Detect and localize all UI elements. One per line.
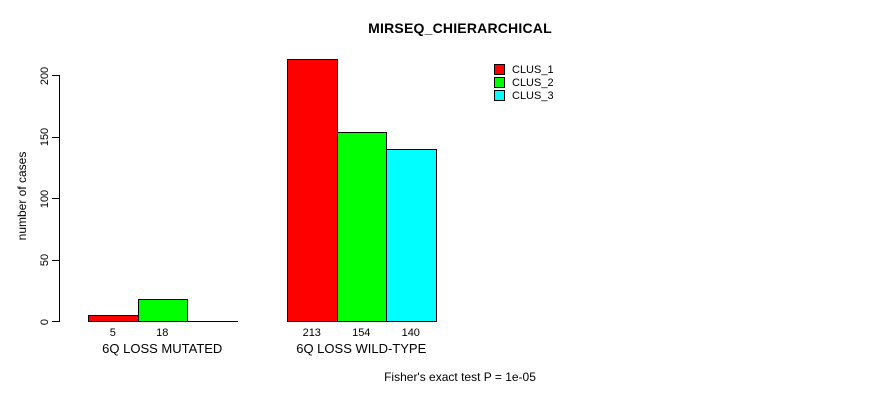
- legend-swatch-icon: [494, 90, 505, 101]
- legend-swatch-icon: [494, 64, 505, 75]
- y-axis-tick: [52, 321, 60, 322]
- category-label: 6Q LOSS MUTATED: [102, 341, 223, 356]
- y-axis-tick-label: 0: [39, 318, 51, 325]
- legend-label: CLUS_2: [512, 76, 554, 89]
- legend: CLUS_1 CLUS_2 CLUS_3: [494, 63, 554, 102]
- category-label: 6Q LOSS WILD-TYPE: [296, 341, 427, 356]
- bar-value-label: 18: [156, 327, 169, 339]
- legend-label: CLUS_3: [512, 89, 554, 102]
- y-axis-tick: [52, 198, 60, 199]
- bar-clus_3: [386, 148, 437, 322]
- bar-clus_2: [336, 131, 387, 322]
- legend-entry-clus_2: CLUS_2: [494, 76, 554, 89]
- y-axis-tick-label: 50: [39, 253, 51, 267]
- y-axis-label: number of cases: [15, 151, 29, 241]
- legend-entry-clus_3: CLUS_3: [494, 89, 554, 102]
- fishers-test-annotation: Fisher's exact test P = 1e-05: [384, 370, 536, 384]
- bar-clus_1: [287, 59, 338, 322]
- y-axis-tick: [52, 259, 60, 261]
- bar-value-label: 213: [302, 327, 321, 339]
- bar-value-label: 5: [109, 327, 116, 339]
- bar-value-label: 154: [352, 327, 371, 339]
- legend-entry-clus_1: CLUS_1: [494, 63, 554, 76]
- bar-clus_3-zero: [187, 321, 238, 322]
- bar-clus_2: [137, 298, 188, 322]
- legend-label: CLUS_1: [512, 63, 554, 76]
- chart-title: MIRSEQ_CHIERARCHICAL: [368, 20, 552, 36]
- y-axis-tick: [52, 136, 60, 138]
- y-axis-tick: [52, 75, 60, 76]
- y-axis-tick-label: 100: [39, 189, 51, 208]
- y-axis-tick-label: 200: [39, 66, 51, 85]
- y-axis-tick-label: 150: [39, 127, 51, 147]
- bar-clus_1: [88, 314, 139, 322]
- legend-swatch-icon: [494, 77, 505, 88]
- bar-value-label: 140: [401, 327, 420, 339]
